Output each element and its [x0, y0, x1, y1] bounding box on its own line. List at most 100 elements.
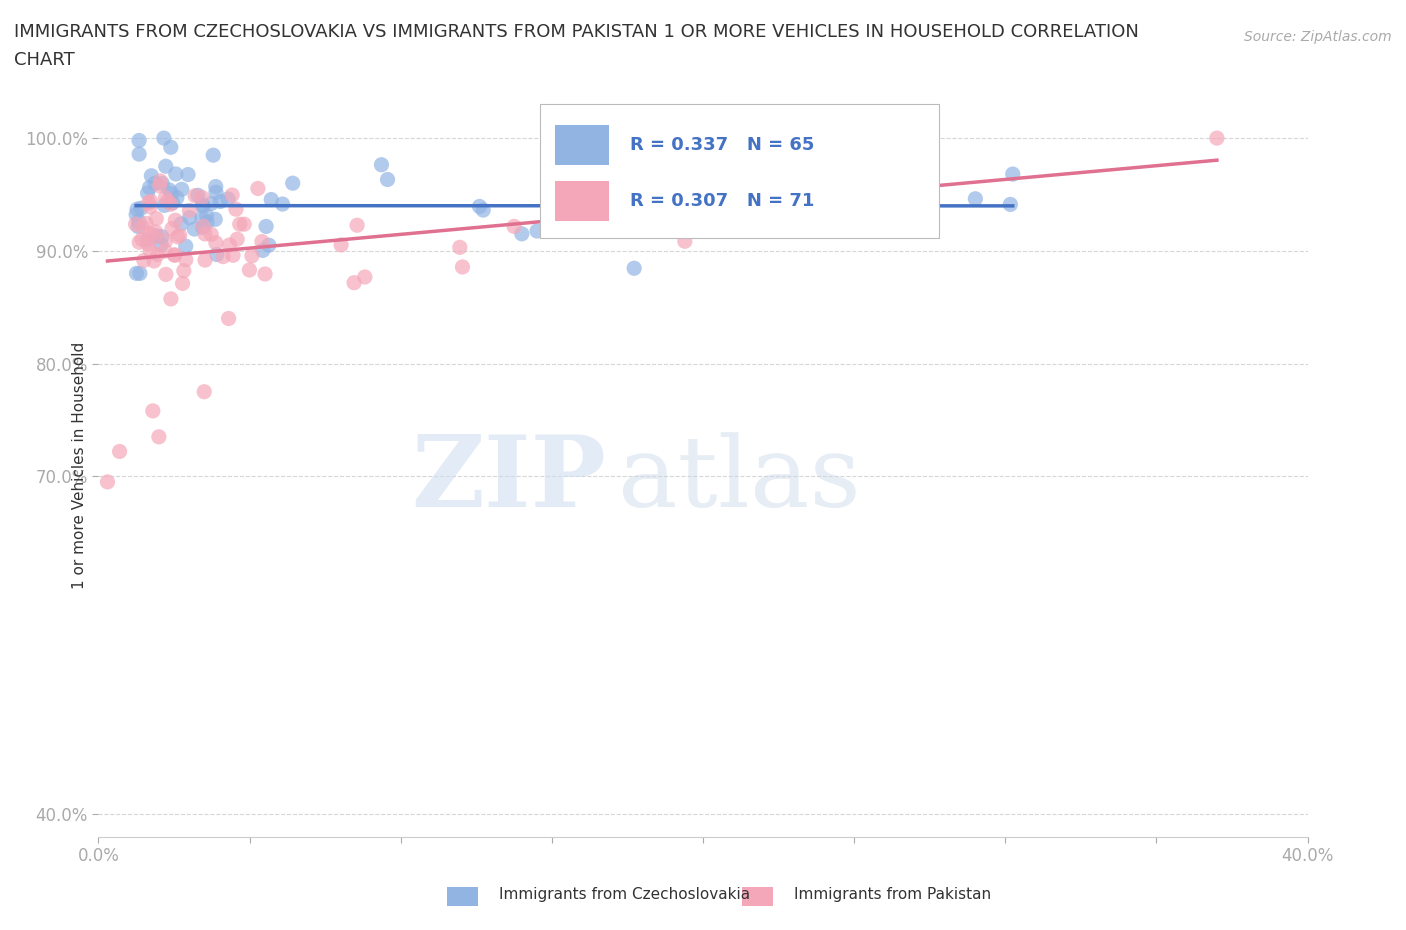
Point [143, 229, 166, 244]
Point [132, 253, 155, 268]
Point [166, 230, 188, 245]
Point [370, 157, 392, 172]
Point [191, 190, 214, 205]
Point [254, 219, 277, 233]
Point [160, 221, 183, 236]
Point [510, 226, 533, 241]
Point [240, 248, 263, 263]
Point [170, 217, 193, 232]
Point [184, 188, 207, 203]
Point [141, 168, 163, 183]
Point [165, 213, 187, 228]
Point [174, 239, 197, 254]
Point [209, 194, 232, 209]
FancyBboxPatch shape [555, 180, 609, 221]
Point [136, 186, 159, 201]
Point [183, 221, 205, 236]
Point [191, 198, 214, 213]
FancyBboxPatch shape [540, 104, 939, 238]
Point [131, 219, 153, 234]
Point [128, 266, 150, 281]
Point [173, 263, 195, 278]
Text: atlas: atlas [619, 432, 860, 528]
Point [200, 196, 222, 211]
Point [343, 275, 366, 290]
Point [212, 249, 235, 264]
Text: Immigrants from Czechoslovakia: Immigrants from Czechoslovakia [499, 887, 751, 902]
Point [218, 237, 240, 252]
Point [233, 217, 256, 232]
Point [136, 232, 159, 247]
Point [193, 219, 215, 233]
Point [191, 210, 214, 225]
Point [503, 219, 526, 233]
Point [96, 474, 118, 489]
Point [145, 211, 167, 226]
Point [153, 130, 176, 145]
Point [129, 201, 152, 216]
Point [174, 252, 197, 267]
Point [260, 193, 283, 207]
Point [163, 248, 186, 263]
Point [139, 243, 162, 258]
Point [271, 196, 294, 211]
Point [136, 236, 159, 251]
Point [257, 238, 280, 253]
Point [128, 234, 150, 249]
Point [138, 226, 160, 241]
FancyBboxPatch shape [555, 125, 609, 166]
Point [252, 243, 274, 258]
Point [145, 228, 167, 243]
Point [143, 254, 166, 269]
Point [128, 147, 150, 162]
Point [195, 215, 218, 230]
Point [162, 195, 184, 210]
Point [155, 244, 177, 259]
Point [172, 276, 194, 291]
Point [153, 198, 176, 213]
Point [204, 179, 226, 194]
Point [155, 267, 177, 282]
Point [149, 174, 172, 189]
Point [238, 262, 260, 277]
Point [623, 260, 645, 275]
Point [165, 166, 187, 181]
Point [1000, 197, 1022, 212]
Point [155, 159, 177, 174]
Point [127, 202, 149, 217]
Point [146, 247, 169, 262]
Point [1001, 166, 1024, 181]
Point [179, 210, 201, 225]
Point [673, 233, 696, 248]
Point [281, 176, 304, 191]
Point [169, 228, 191, 243]
Point [152, 176, 174, 191]
Point [170, 182, 193, 197]
Text: R = 0.337   N = 65: R = 0.337 N = 65 [630, 136, 815, 154]
Point [139, 194, 162, 209]
Text: R = 0.307   N = 71: R = 0.307 N = 71 [630, 192, 815, 210]
Point [468, 199, 491, 214]
Point [526, 223, 548, 238]
Point [451, 259, 474, 274]
Point [472, 203, 495, 218]
Text: CHART: CHART [14, 51, 75, 69]
Point [253, 267, 276, 282]
Point [228, 217, 250, 232]
Point [150, 237, 173, 252]
Point [225, 202, 247, 217]
Point [205, 247, 228, 262]
Point [217, 192, 239, 206]
Point [159, 140, 181, 154]
Point [179, 203, 201, 218]
Point [125, 266, 148, 281]
Point [354, 270, 377, 285]
Text: ZIP: ZIP [412, 432, 606, 528]
Text: IMMIGRANTS FROM CZECHOSLOVAKIA VS IMMIGRANTS FROM PAKISTAN 1 OR MORE VEHICLES IN: IMMIGRANTS FROM CZECHOSLOVAKIA VS IMMIGR… [14, 23, 1139, 41]
Point [160, 186, 183, 201]
Point [150, 229, 173, 244]
Point [246, 181, 269, 196]
Point [195, 208, 218, 223]
Point [346, 218, 368, 232]
Point [449, 240, 471, 255]
